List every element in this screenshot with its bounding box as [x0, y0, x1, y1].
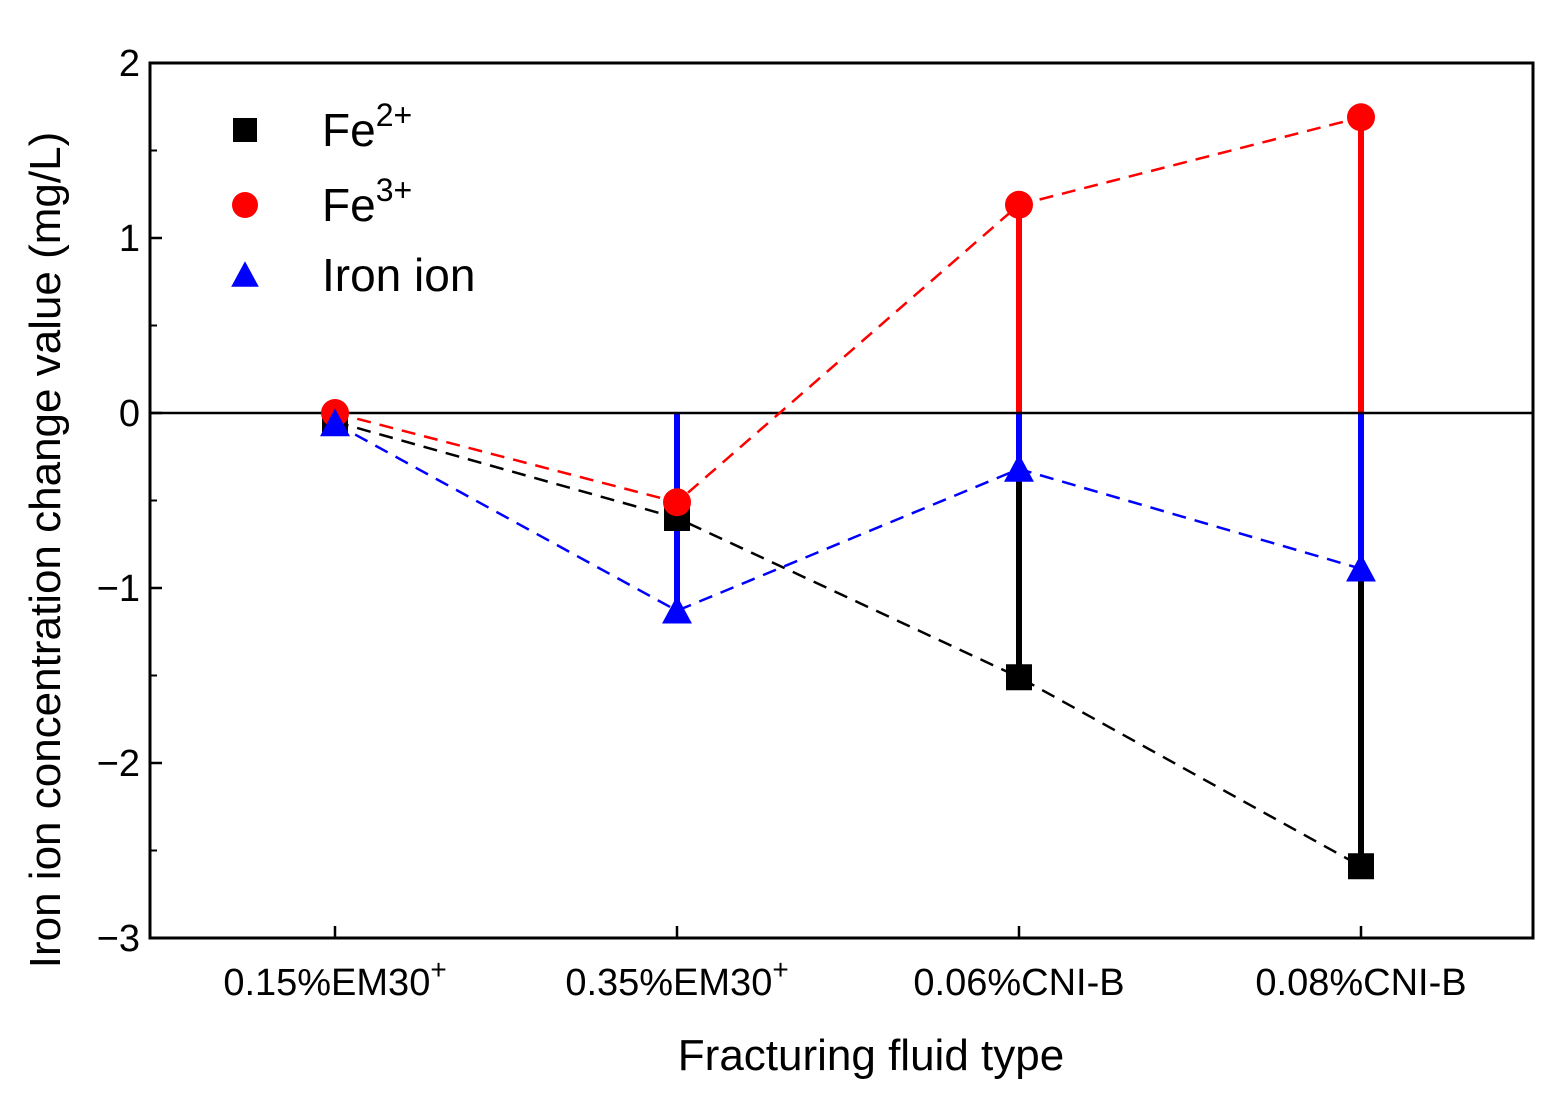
y-tick-label: −1	[97, 568, 140, 610]
legend-label: Fe3+	[322, 172, 412, 231]
square-marker	[233, 118, 257, 142]
x-tick-label: 0.08%CNI-B	[1255, 962, 1466, 1004]
x-axis-title: Fracturing fluid type	[678, 1031, 1064, 1080]
legend-label: Fe2+	[322, 97, 412, 156]
series-line	[334, 422, 1362, 613]
x-tick-label-base: 0.15%EM30	[223, 962, 430, 1004]
triangle-marker	[1004, 454, 1034, 482]
triangle-marker	[231, 261, 259, 287]
square-marker	[1348, 853, 1374, 880]
x-tick-label-sup: +	[772, 954, 788, 985]
x-tick-label-base: 0.06%CNI-B	[913, 962, 1124, 1004]
legend-label-base: Iron ion	[322, 249, 475, 301]
legend-label-sup: 3+	[376, 172, 412, 208]
markers-layer	[320, 103, 1376, 880]
drop-lines-layer	[674, 117, 1364, 867]
x-axis: 0.15%EM30+ 0.35%EM30+ 0.06%CNI-B 0.08%CNI-B	[223, 926, 1467, 1004]
x-tick-label: 0.06%CNI-B	[913, 962, 1124, 1004]
y-tick-label: 0	[119, 393, 140, 435]
triangle-marker	[662, 595, 692, 624]
y-tick-label: −2	[97, 743, 140, 785]
x-tick-label-base: 0.35%EM30	[565, 962, 772, 1004]
series-line	[334, 116, 1362, 504]
triangle-marker	[320, 408, 350, 437]
circle-marker	[232, 192, 258, 218]
triangle-marker	[1346, 553, 1376, 582]
legend-label: Iron ion	[322, 249, 475, 301]
legend-label-sup: 2+	[376, 97, 412, 133]
x-tick-label: 0.35%EM30+	[565, 954, 788, 1004]
y-tick-label: 1	[119, 218, 140, 260]
series-line	[334, 420, 1362, 868]
x-tick-label: 0.15%EM30+	[223, 954, 446, 1004]
circle-marker	[1005, 190, 1033, 219]
series-lines-layer	[334, 116, 1362, 868]
y-tick-label: −3	[97, 918, 140, 960]
legend: Fe2+Fe3+Iron ion	[231, 97, 475, 301]
x-tick-label-base: 0.08%CNI-B	[1255, 962, 1466, 1004]
y-axis-title: Iron ion concentration change value (mg/…	[21, 132, 70, 969]
legend-label-base: Fe	[322, 179, 376, 231]
y-tick-label: 2	[119, 43, 140, 85]
y-axis: −3 −2 −1 0 1 2	[97, 43, 162, 960]
circle-marker	[663, 488, 691, 517]
square-marker	[1006, 664, 1032, 691]
legend-label-base: Fe	[322, 104, 376, 156]
circle-marker	[1347, 103, 1375, 132]
x-tick-label-sup: +	[430, 954, 446, 985]
